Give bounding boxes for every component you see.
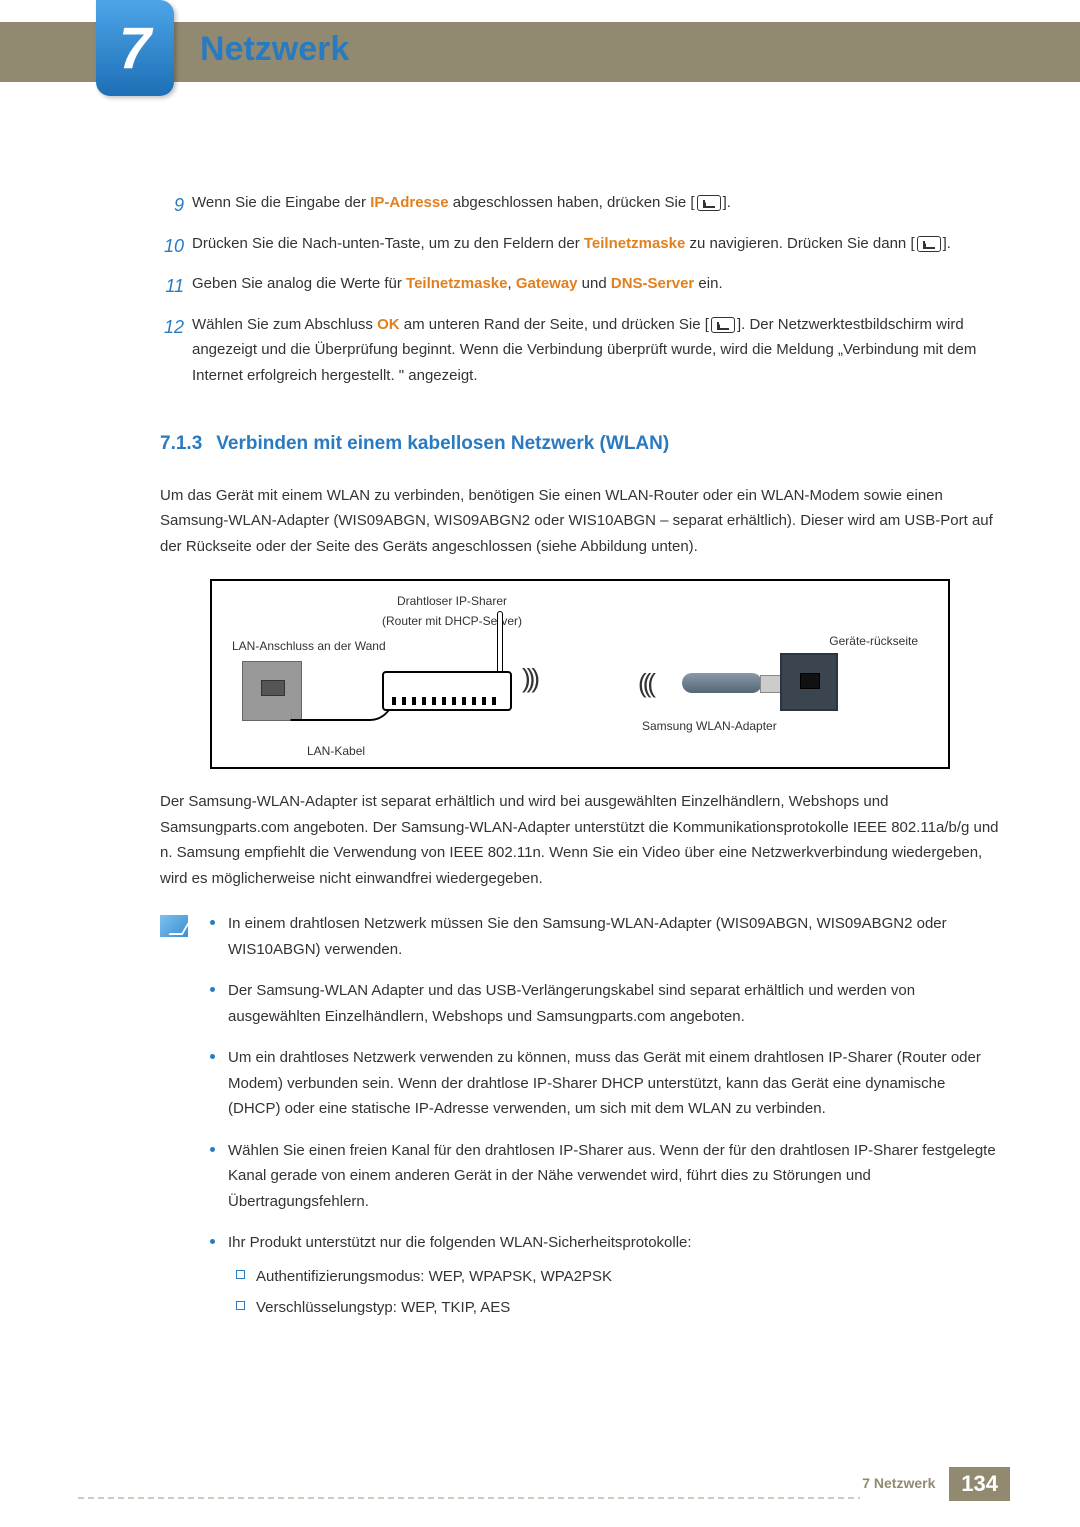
footer-text: 7 Netzwerk bbox=[862, 1475, 935, 1491]
step-text: ]. bbox=[723, 194, 731, 211]
enter-icon bbox=[711, 317, 735, 333]
step-number: 12 bbox=[160, 312, 192, 389]
signal-icon: ))) bbox=[522, 656, 536, 700]
highlight: Gateway bbox=[516, 275, 578, 292]
step-text: Wählen Sie zum Abschluss bbox=[192, 316, 377, 333]
diagram-text: (Router mit DHCP-Server) bbox=[362, 611, 542, 631]
bullet-item: Der Samsung-WLAN Adapter und das USB-Ver… bbox=[206, 978, 1000, 1029]
highlight: Teilnetzmaske bbox=[406, 275, 507, 292]
usb-adapter-icon bbox=[682, 673, 762, 693]
intro-paragraph: Um das Gerät mit einem WLAN zu verbinden… bbox=[160, 483, 1000, 560]
highlight: Teilnetzmaske bbox=[584, 235, 685, 252]
step-text: Geben Sie analog die Werte für bbox=[192, 275, 406, 292]
enter-icon bbox=[917, 236, 941, 252]
step-body: Wählen Sie zum Abschluss OK am unteren R… bbox=[192, 312, 1000, 389]
subsection-number: 7.1.3 bbox=[160, 433, 202, 454]
note-block: In einem drahtlosen Netzwerk müssen Sie … bbox=[160, 911, 1000, 1337]
paragraph-2: Der Samsung-WLAN-Adapter ist separat erh… bbox=[160, 789, 1000, 891]
bullet-text: Ihr Produkt unterstützt nur die folgende… bbox=[228, 1234, 692, 1251]
diagram-label-wall: LAN-Anschluss an der Wand bbox=[232, 636, 386, 656]
step-number: 10 bbox=[160, 231, 192, 262]
highlight: DNS-Server bbox=[611, 275, 694, 292]
page-number: 134 bbox=[949, 1467, 1010, 1501]
sub-bullet-item: Authentifizierungsmodus: WEP, WPAPSK, WP… bbox=[228, 1264, 1000, 1290]
antenna-icon bbox=[497, 611, 503, 676]
step-11: 11 Geben Sie analog die Werte für Teilne… bbox=[160, 271, 1000, 302]
note-bullets: In einem drahtlosen Netzwerk müssen Sie … bbox=[206, 911, 1000, 1337]
sub-bullet-item: Verschlüsselungstyp: WEP, TKIP, AES bbox=[228, 1295, 1000, 1321]
bullet-item: In einem drahtlosen Netzwerk müssen Sie … bbox=[206, 911, 1000, 962]
note-icon bbox=[160, 915, 188, 937]
bullet-item: Um ein drahtloses Netzwerk verwenden zu … bbox=[206, 1045, 1000, 1122]
bullet-item: Wählen Sie einen freien Kanal für den dr… bbox=[206, 1138, 1000, 1215]
chapter-badge: 7 bbox=[96, 0, 174, 96]
step-body: Wenn Sie die Eingabe der IP-Adresse abge… bbox=[192, 190, 1000, 221]
page-footer: 7 Netzwerk 134 bbox=[0, 1467, 1080, 1501]
step-12: 12 Wählen Sie zum Abschluss OK am untere… bbox=[160, 312, 1000, 389]
step-10: 10 Drücken Sie die Nach-unten-Taste, um … bbox=[160, 231, 1000, 262]
step-text: am unteren Rand der Seite, und drücken S… bbox=[400, 316, 709, 333]
chapter-title: Netzwerk bbox=[200, 30, 349, 69]
highlight: OK bbox=[377, 316, 400, 333]
step-number: 9 bbox=[160, 190, 192, 221]
step-number: 11 bbox=[160, 271, 192, 302]
subsection-title: Verbinden mit einem kabellosen Netzwerk … bbox=[216, 433, 669, 454]
wlan-diagram: Drahtloser IP-Sharer (Router mit DHCP-Se… bbox=[210, 579, 950, 769]
diagram-label-back: Geräte-rückseite bbox=[829, 631, 918, 651]
step-text: Wenn Sie die Eingabe der bbox=[192, 194, 370, 211]
step-text: ]. bbox=[943, 235, 951, 252]
step-text: ein. bbox=[694, 275, 722, 292]
step-body: Geben Sie analog die Werte für Teilnetzm… bbox=[192, 271, 1000, 302]
device-back-icon bbox=[780, 653, 838, 711]
step-text: zu navigieren. Drücken Sie dann [ bbox=[685, 235, 914, 252]
signal-icon: ))) bbox=[642, 661, 656, 705]
diagram-label-adapter: Samsung WLAN-Adapter bbox=[642, 716, 777, 736]
step-text: Drücken Sie die Nach-unten-Taste, um zu … bbox=[192, 235, 584, 252]
diagram-label-sharer: Drahtloser IP-Sharer (Router mit DHCP-Se… bbox=[362, 591, 542, 632]
page-content: 9 Wenn Sie die Eingabe der IP-Adresse ab… bbox=[160, 190, 1000, 1337]
step-body: Drücken Sie die Nach-unten-Taste, um zu … bbox=[192, 231, 1000, 262]
highlight: IP-Adresse bbox=[370, 194, 448, 211]
step-text: abgeschlossen haben, drücken Sie [ bbox=[449, 194, 695, 211]
diagram-text: Drahtloser IP-Sharer bbox=[362, 591, 542, 611]
enter-icon bbox=[697, 195, 721, 211]
cable-icon bbox=[290, 701, 394, 721]
step-9: 9 Wenn Sie die Eingabe der IP-Adresse ab… bbox=[160, 190, 1000, 221]
subsection-heading: 7.1.3 Verbinden mit einem kabellosen Netz… bbox=[160, 428, 1000, 460]
bullet-item: Ihr Produkt unterstützt nur die folgende… bbox=[206, 1230, 1000, 1321]
router-icon bbox=[382, 671, 512, 711]
diagram-label-cable: LAN-Kabel bbox=[307, 741, 365, 761]
